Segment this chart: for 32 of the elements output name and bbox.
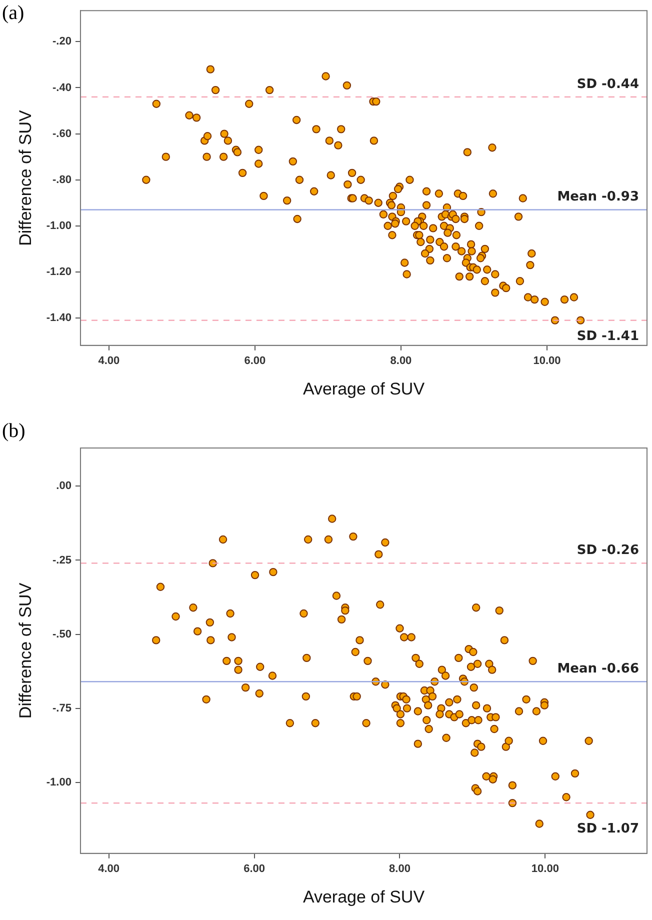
- x-axis-title: Average of SUV: [302, 379, 426, 398]
- x-axis-title: Average of SUV: [302, 887, 426, 906]
- x-tick-label: 10.00: [531, 863, 559, 876]
- x-tick-label: 4.00: [98, 863, 120, 876]
- x-tick-label: 6.00: [244, 863, 265, 876]
- x-tick-label: 8.00: [389, 863, 410, 876]
- ref-line-label: Mean -0.66: [557, 662, 639, 677]
- ref-line-label: Mean -0.93: [557, 190, 639, 205]
- y-tick-label: -.75: [52, 702, 72, 714]
- y-tick-label: -.20: [52, 36, 72, 48]
- x-tick-label: 6.00: [244, 355, 266, 368]
- ref-line-label: SD -1.41: [576, 328, 639, 344]
- y-tick-label: -.50: [52, 628, 72, 640]
- ref-line-label: SD -1.07: [576, 821, 639, 836]
- y-tick-label: .00: [56, 480, 72, 492]
- ref-line-label: SD -0.44: [576, 76, 639, 92]
- y-axis-title: Difference of SUV: [16, 582, 35, 719]
- y-tick-label: -1.00: [46, 220, 72, 232]
- y-tick-label: -1.40: [46, 312, 72, 324]
- x-tick-label: 8.00: [390, 355, 412, 368]
- y-tick-label: -.80: [52, 174, 72, 186]
- x-tick-label: 10.00: [533, 355, 561, 368]
- ref-line-label: SD -0.26: [576, 543, 639, 558]
- y-tick-label: -.60: [52, 128, 72, 140]
- y-tick-label: -.25: [52, 554, 72, 566]
- x-tick-label: 4.00: [98, 355, 120, 368]
- y-tick-label: -1.00: [46, 776, 72, 788]
- text: (b): [2, 420, 26, 443]
- text: (a): [2, 2, 24, 25]
- y-axis-title: Difference of SUV: [16, 109, 35, 246]
- y-tick-label: -.40: [52, 82, 72, 94]
- y-tick-label: -1.20: [46, 266, 72, 278]
